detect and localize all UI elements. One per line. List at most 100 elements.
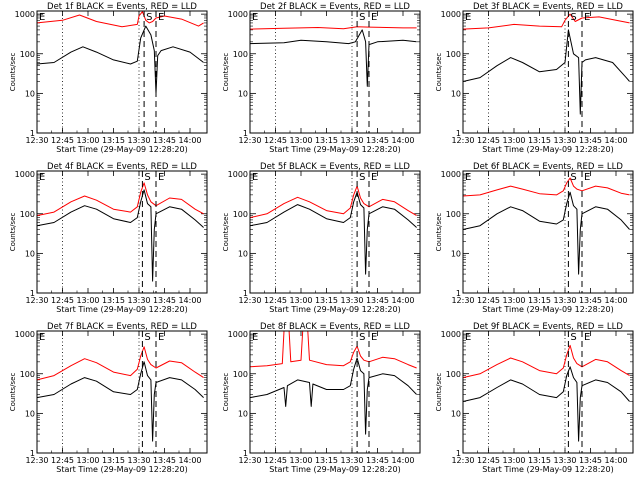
y-axis-label: Counts/sec bbox=[9, 213, 17, 252]
series-line-red bbox=[36, 11, 204, 28]
x-tick-label: 12:30 bbox=[451, 136, 474, 145]
series-line-black bbox=[36, 361, 204, 442]
x-tick-label: 12:45 bbox=[51, 456, 74, 465]
x-tick-label: 13:45 bbox=[153, 136, 176, 145]
series-line-black bbox=[249, 357, 417, 435]
y-tick-label: 100 bbox=[446, 210, 461, 219]
x-tick-label: 13:45 bbox=[366, 456, 389, 465]
x-axis-label: Start Time (29-May-09 12:28:20) bbox=[482, 305, 613, 314]
series-line-black bbox=[249, 191, 417, 275]
x-tick-label: 12:30 bbox=[238, 456, 261, 465]
x-tick-label: 13:30 bbox=[127, 456, 150, 465]
x-tick-label: 13:30 bbox=[553, 456, 576, 465]
event-marker-label: E bbox=[158, 332, 164, 343]
x-tick-label: 13:15 bbox=[315, 296, 338, 305]
y-tick-label: 1000 bbox=[228, 170, 248, 179]
y-tick-label: 1 bbox=[30, 129, 35, 138]
y-axis-label: Counts/sec bbox=[222, 213, 230, 252]
chart-title: Det 4f BLACK = Events, RED = LLD bbox=[47, 162, 197, 172]
chart-title: Det 7f BLACK = Events, RED = LLD bbox=[47, 322, 197, 332]
x-axis-label: Start Time (29-May-09 12:28:20) bbox=[269, 465, 400, 474]
x-tick-label: 12:30 bbox=[25, 456, 48, 465]
x-tick-label: 14:00 bbox=[391, 136, 414, 145]
event-marker-label: S bbox=[144, 172, 150, 183]
y-tick-label: 1000 bbox=[228, 10, 248, 19]
chart-panel-9: Det 9f BLACK = Events, RED = LLD 1 10 100 10… bbox=[435, 322, 634, 474]
x-tick-label: 14:00 bbox=[604, 296, 627, 305]
x-tick-label: 12:45 bbox=[477, 456, 500, 465]
series-line-red bbox=[249, 26, 417, 30]
event-marker-label: E bbox=[158, 12, 164, 23]
y-tick-label: 10 bbox=[25, 249, 35, 258]
x-tick-label: 14:00 bbox=[178, 456, 201, 465]
event-marker-label: S bbox=[570, 332, 576, 343]
y-axis-label: Counts/sec bbox=[435, 53, 443, 92]
x-tick-label: 14:00 bbox=[178, 296, 201, 305]
x-axis-label: Start Time (29-May-09 12:28:20) bbox=[56, 305, 187, 314]
event-marker-label: S bbox=[570, 172, 576, 183]
y-axis-label: Counts/sec bbox=[9, 373, 17, 412]
y-tick-label: 100 bbox=[20, 370, 35, 379]
chart-panel-1: Det 1f BLACK = Events, RED = LLD 1 10 100 10… bbox=[9, 2, 208, 154]
plot-frame bbox=[36, 330, 208, 454]
plot-frame bbox=[249, 170, 421, 294]
plot-frame bbox=[249, 330, 421, 454]
y-tick-label: 1000 bbox=[228, 330, 248, 339]
y-tick-label: 1 bbox=[243, 129, 248, 138]
chart-panel-4: Det 4f BLACK = Events, RED = LLD 1 10 100 10… bbox=[9, 162, 208, 314]
y-tick-label: 1000 bbox=[15, 330, 35, 339]
x-tick-label: 14:00 bbox=[391, 456, 414, 465]
plot-frame bbox=[36, 170, 208, 294]
x-tick-label: 14:00 bbox=[391, 296, 414, 305]
plot-frame bbox=[36, 10, 208, 134]
x-tick-label: 12:45 bbox=[51, 136, 74, 145]
y-tick-label: 10 bbox=[451, 249, 461, 258]
x-tick-label: 12:45 bbox=[264, 136, 287, 145]
x-tick-label: 13:30 bbox=[553, 136, 576, 145]
y-tick-label: 10 bbox=[238, 89, 248, 98]
x-tick-label: 12:30 bbox=[25, 136, 48, 145]
plot-frame bbox=[462, 170, 634, 294]
y-tick-label: 10 bbox=[451, 89, 461, 98]
x-tick-label: 13:30 bbox=[340, 136, 363, 145]
y-tick-label: 1000 bbox=[15, 170, 35, 179]
y-tick-label: 100 bbox=[446, 50, 461, 59]
x-tick-label: 13:15 bbox=[315, 456, 338, 465]
y-tick-label: 100 bbox=[233, 210, 248, 219]
event-marker-label: S bbox=[146, 12, 152, 23]
x-tick-label: 13:30 bbox=[127, 136, 150, 145]
x-tick-label: 13:45 bbox=[366, 136, 389, 145]
y-tick-label: 10 bbox=[451, 409, 461, 418]
x-tick-label: 12:30 bbox=[451, 456, 474, 465]
chart-title: Det 3f BLACK = Events, RED = LLD bbox=[473, 2, 623, 12]
x-axis-label: Start Time (29-May-09 12:28:20) bbox=[482, 465, 613, 474]
y-tick-label: 1 bbox=[243, 289, 248, 298]
x-tick-label: 12:45 bbox=[477, 296, 500, 305]
series-line-black bbox=[462, 366, 630, 442]
x-tick-label: 13:45 bbox=[579, 136, 602, 145]
x-tick-label: 13:45 bbox=[366, 296, 389, 305]
series-line-red bbox=[249, 185, 417, 219]
y-tick-label: 1000 bbox=[441, 330, 461, 339]
x-tick-label: 12:45 bbox=[264, 296, 287, 305]
x-tick-label: 13:00 bbox=[289, 296, 312, 305]
x-tick-label: 12:45 bbox=[264, 456, 287, 465]
y-tick-label: 100 bbox=[20, 50, 35, 59]
y-tick-label: 1 bbox=[30, 449, 35, 458]
chart-title: Det 2f BLACK = Events, RED = LLD bbox=[260, 2, 410, 12]
event-marker-label: E bbox=[252, 332, 258, 343]
chart-panel-8: Det 8f BLACK = Events, RED = LLD 1 10 100 10… bbox=[222, 322, 421, 474]
event-marker-label: E bbox=[584, 12, 590, 23]
series-line-red bbox=[462, 177, 630, 197]
series-line-red bbox=[462, 13, 630, 30]
x-tick-label: 13:45 bbox=[579, 296, 602, 305]
x-tick-label: 13:30 bbox=[127, 296, 150, 305]
event-marker-label: E bbox=[371, 332, 377, 343]
event-marker-label: E bbox=[252, 172, 258, 183]
y-tick-label: 100 bbox=[20, 210, 35, 219]
chart-panel-3: Det 3f BLACK = Events, RED = LLD 1 10 100 10… bbox=[435, 2, 634, 154]
series-line-red bbox=[36, 182, 204, 217]
x-tick-label: 13:15 bbox=[315, 136, 338, 145]
y-axis-label: Counts/sec bbox=[435, 373, 443, 412]
